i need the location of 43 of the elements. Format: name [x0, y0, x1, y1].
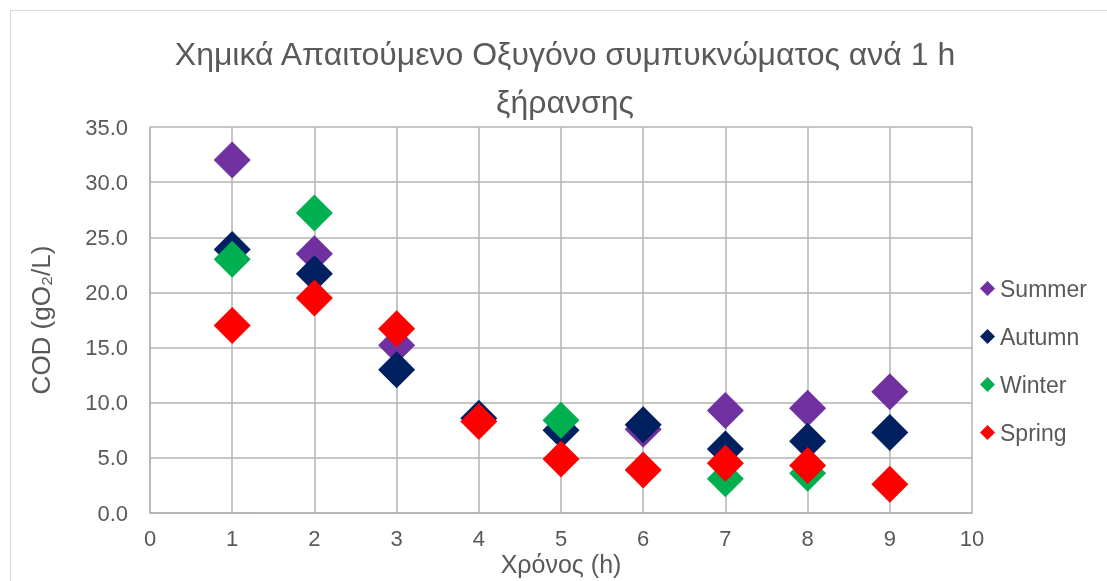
x-tick-label: 3	[390, 525, 403, 551]
y-tick-label: 10.0	[85, 390, 128, 416]
point	[871, 413, 909, 451]
point	[789, 389, 827, 427]
y-tick-label: 20.0	[85, 279, 128, 305]
point	[542, 401, 580, 439]
point	[295, 194, 333, 232]
point	[295, 279, 333, 317]
y-tick-label: 25.0	[85, 224, 128, 250]
legend-label: Summer	[1000, 275, 1088, 302]
x-tick-label: 7	[719, 525, 732, 551]
point	[378, 351, 416, 389]
x-tick-label: 5	[554, 525, 568, 551]
legend-label: Winter	[1000, 371, 1067, 398]
point	[789, 447, 827, 485]
y-tick-label: 0.0	[97, 500, 128, 526]
x-tick-label: 8	[801, 525, 814, 551]
x-tick-label: 10	[959, 525, 985, 551]
point	[706, 444, 744, 482]
x-tick-label: 4	[472, 525, 485, 551]
point	[213, 307, 251, 345]
point	[213, 240, 251, 278]
point	[213, 141, 251, 179]
point	[624, 451, 662, 489]
x-tick-label: 2	[308, 525, 321, 551]
point	[706, 391, 744, 429]
y-tick-label: 5.0	[97, 445, 128, 471]
point	[378, 310, 416, 348]
legend-label: Autumn	[1000, 323, 1080, 350]
x-tick-label: 0	[143, 525, 157, 551]
x-tick-label: 6	[637, 525, 650, 551]
point	[871, 373, 909, 411]
y-axis-title: COD (gO₂/L)	[26, 245, 56, 395]
x-tick-label: 9	[883, 525, 896, 551]
point	[871, 465, 909, 503]
x-axis-title: Χρόνος (h)	[500, 549, 622, 578]
chart-title: Χημικά Απαιτούμενο Οξυγόνο συμπυκνώματος ανά 1 h ξήρανσης	[174, 36, 956, 120]
y-tick-label: 35.0	[85, 114, 128, 140]
y-tick-label: 15.0	[85, 335, 128, 361]
y-tick-label: 30.0	[85, 169, 128, 195]
point	[542, 440, 580, 478]
legend-label: Spring	[1000, 419, 1067, 446]
x-tick-label: 1	[226, 525, 239, 551]
